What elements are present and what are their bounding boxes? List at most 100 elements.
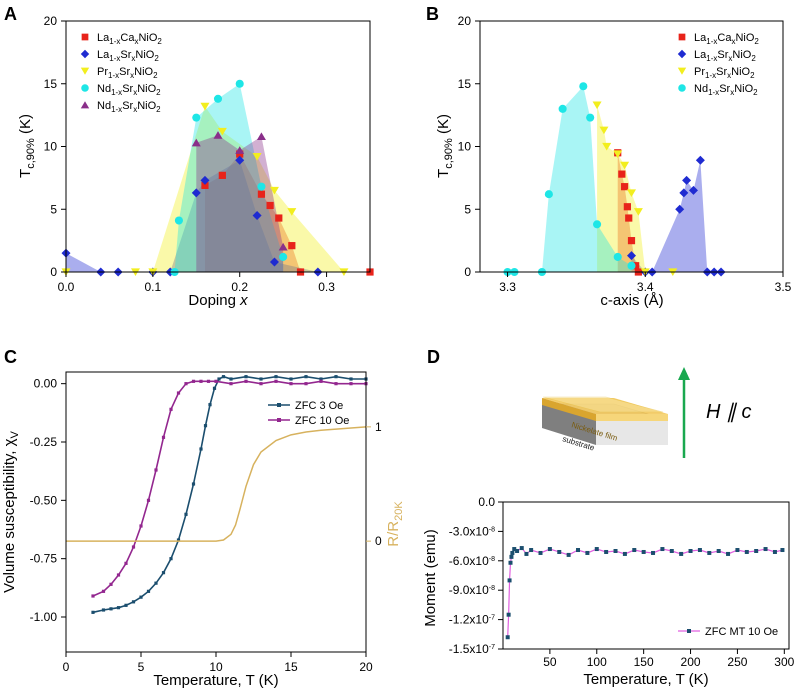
- c-line-r-r20k: [66, 426, 367, 542]
- c-point-zfc-10-oe-22: [304, 382, 308, 386]
- panel-d-lines: [505, 546, 785, 640]
- d-point-28: [697, 548, 702, 553]
- b-xtick-label-1: 3.4: [637, 280, 654, 294]
- a-point-nd1-xsrxnio2-4-4: [278, 242, 288, 251]
- b-xtick-label-2: 3.5: [775, 280, 792, 294]
- c-legend-label-1: ZFC 10 Oe: [295, 415, 349, 427]
- panel-b-areas: [507, 86, 722, 273]
- panel-b-markers: [503, 82, 726, 277]
- panel-d-frame: [502, 501, 790, 650]
- panel-d-ylabel: Moment (emu): [422, 529, 439, 627]
- c-point-zfc-10-oe-8: [154, 468, 158, 472]
- c-point-zfc-10-oe-24: [334, 382, 338, 386]
- a-legend-marker-0: [81, 33, 89, 41]
- b-legend-label-0: La1-xCaxNiO2: [694, 32, 759, 46]
- a-legend-label-4: Nd1-xSrxNiO2: [97, 100, 161, 114]
- panel-c-ylabel2: R/R20K: [385, 501, 405, 547]
- a-point-la1-xsrxnio2-1-7: [235, 155, 245, 165]
- panel-b-legend: La1-xCaxNiO2 La1-xSrxNiO2 Pr1-xSrxNiO2 Nd1-…: [677, 32, 759, 97]
- d-point-36: [772, 549, 777, 554]
- a-point-pr1-xsrxnio2-2-4: [217, 127, 227, 136]
- c-point-zfc-3-oe-26: [319, 377, 323, 381]
- d-point-3: [508, 560, 513, 565]
- c-point-zfc-10-oe-21: [289, 382, 293, 386]
- c-point-zfc-10-oe-11: [176, 391, 181, 395]
- c-point-zfc-3-oe-21: [244, 375, 248, 379]
- a-point-nd1-xsrxnio2-4-3: [256, 132, 266, 141]
- d-point-0: [505, 635, 510, 640]
- a-ytick-label-4: 20: [44, 14, 58, 28]
- b-point-nd1-xsrxnio2-3-3: [544, 190, 553, 199]
- c-point-zfc-10-oe-1: [101, 589, 106, 593]
- a-legend-label-2: Pr1-xSrxNiO2: [97, 66, 158, 80]
- c-xtick-label-4: 20: [359, 660, 373, 674]
- a-legend-marker-4: [80, 101, 90, 109]
- c-point-zfc-10-oe-10: [169, 407, 173, 411]
- c-point-zfc-3-oe-7: [146, 589, 151, 593]
- d-point-2: [507, 578, 512, 583]
- b-ytick-label-0: 0: [464, 265, 471, 279]
- c-line-zfc-10-oe: [92, 380, 366, 597]
- c-point-zfc-3-oe-22: [259, 377, 263, 381]
- c-point-zfc-10-oe-15: [206, 379, 211, 383]
- b-point-nd1-xsrxnio2-3-8: [613, 252, 622, 261]
- d-point-16: [585, 550, 590, 555]
- c-point-zfc-10-oe-5: [131, 545, 136, 549]
- c-xtick-label-3: 15: [284, 660, 298, 674]
- field-arrow: [678, 367, 690, 458]
- panel-a: A 0.0 0.1 0.2 0.3 0 5 10 15 20 Doping x Tc,90% (…: [4, 4, 374, 309]
- c-point-zfc-3-oe-17: [212, 386, 217, 390]
- b-legend-marker-1: [677, 49, 687, 59]
- d-point-6: [512, 547, 517, 552]
- panel-a-legend: La1-xCaxNiO2 La1-xSrxNiO2 Pr1-xSrxNiO2 Nd1-…: [80, 32, 162, 114]
- c-point-zfc-3-oe-18: [217, 377, 221, 381]
- c-point-zfc-3-oe-3: [116, 606, 121, 610]
- panel-c-ticks: 0 5 10 15 20 0.00 -0.25 -0.50 -0.75 -1.00 0 1: [30, 377, 382, 674]
- b-point-pr1-xsrxnio2-2-6: [633, 208, 643, 216]
- d-point-22: [641, 549, 646, 554]
- c-point-zfc-3-oe-6: [139, 595, 143, 599]
- panel-b-xlabel: c-axis (Å): [600, 292, 663, 309]
- substrate-side: [596, 420, 668, 445]
- a-legend-marker-3: [81, 84, 89, 92]
- b-point-la1-xcaxnio2-0-3: [623, 203, 631, 211]
- c-point-zfc-10-oe-12: [184, 382, 188, 386]
- a-legend-label-1: La1-xSrxNiO2: [97, 49, 159, 63]
- d-ytick-label-1: -3.0x10-8: [449, 524, 495, 538]
- panel-d-ticks: 50 100 150 200 250 300 0.0 -3.0x10-8 -6.0x10-8 -9…: [449, 495, 795, 669]
- c-y2tick-label-0: 0: [375, 534, 382, 548]
- a-point-pr1-xsrxnio2-2-6: [269, 186, 279, 195]
- c-point-zfc-10-oe-4: [124, 561, 128, 565]
- d-point-33: [744, 549, 749, 554]
- a-legend-marker-2: [80, 67, 90, 75]
- c-point-zfc-10-oe-9: [161, 435, 166, 439]
- b-point-pr1-xsrxnio2-2-1: [599, 126, 609, 135]
- d-point-12: [547, 547, 552, 552]
- c-legend-marker-0: [277, 403, 281, 407]
- b-legend-label-1: La1-xSrxNiO2: [694, 49, 756, 63]
- a-ytick-label-1: 5: [50, 202, 57, 216]
- c-point-zfc-3-oe-2: [109, 607, 113, 611]
- field-arrow-head: [678, 367, 690, 380]
- panel-letter-c: C: [4, 347, 17, 367]
- a-point-nd1-xsrxnio2-4-0: [191, 138, 201, 147]
- c-point-zfc-3-oe-28: [349, 377, 353, 381]
- a-point-la1-xcaxnio2-0-3: [257, 190, 266, 198]
- a-legend-marker-1: [80, 49, 90, 59]
- b-point-pr1-xsrxnio2-2-5: [627, 189, 636, 197]
- d-ytick-label-0: 0.0: [478, 495, 495, 509]
- c-point-zfc-10-oe-2: [109, 582, 113, 586]
- panel-b: B 3.3 3.4 3.5 0 5 10 15 20 c-axis (Å) Tc,90% (K…: [426, 4, 792, 309]
- a-area-nd1-xsrxnio2-4: [196, 135, 284, 272]
- a-point-nd1-xsrxnio2-3-4: [235, 79, 244, 88]
- a-area-la1-xsrxnio2-1: [66, 160, 318, 272]
- b-point-pr1-xsrxnio2-2-4: [620, 161, 630, 170]
- a-point-pr1-xsrxnio2-2-7: [287, 208, 297, 216]
- d-ytick-label-3: -9.0x10-8: [449, 583, 495, 597]
- c-point-zfc-3-oe-9: [161, 571, 166, 575]
- panel-c-lines: [66, 375, 368, 614]
- c-point-zfc-10-oe-20: [274, 379, 278, 383]
- d-ytick-label-2: -6.0x10-8: [449, 554, 495, 568]
- d-ytick-label-4: -1.2x10-7: [449, 613, 495, 627]
